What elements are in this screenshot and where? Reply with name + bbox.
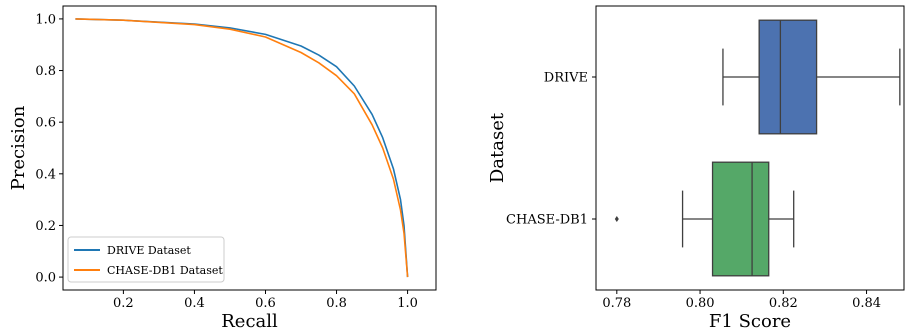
pr-plot-area (62, 5, 437, 291)
x-tick-label: 0.84 (852, 296, 881, 311)
pr-x-axis: 0.2 0.4 0.6 0.8 1.0 (113, 290, 418, 311)
legend-frame (67, 236, 225, 283)
y-tick-label: 1.0 (35, 12, 56, 27)
f1-y-axis: DRIVE CHASE-DB1 (506, 71, 596, 228)
x-tick-label: 0.8 (326, 296, 347, 311)
y-tick-label: 0.0 (35, 271, 56, 286)
y-tick-label: CHASE-DB1 (506, 213, 588, 228)
box-iqr (758, 19, 818, 135)
box-chase-db1 (614, 161, 795, 277)
x-tick-label: 0.2 (113, 296, 134, 311)
f1-x-axis: 0.78 0.80 0.82 0.84 (602, 290, 881, 311)
y-tick-label: DRIVE (544, 71, 588, 86)
f1-y-axis-title: Dataset (487, 112, 508, 183)
f1-plot-area (595, 5, 905, 291)
y-tick-label: 0.4 (35, 167, 56, 182)
y-tick-label: 0.2 (35, 219, 56, 234)
legend-label-drive: DRIVE Dataset (107, 244, 191, 257)
f1-boxes (614, 19, 901, 277)
legend-label-chase: CHASE-DB1 Dataset (107, 264, 223, 277)
outlier-point (614, 216, 619, 222)
pr-curve-series-1 (75, 18, 409, 278)
f1-boxplot-chart: 0.78 0.80 0.82 0.84 DRIVE CHASE-DB1 F1 Score… (487, 5, 905, 331)
pr-legend: DRIVE Dataset CHASE-DB1 Dataset (67, 236, 225, 283)
x-tick-label: 0.6 (255, 296, 276, 311)
x-tick-label: 0.82 (769, 296, 798, 311)
pr-y-axis: 0.0 0.2 0.4 0.6 0.8 1.0 (35, 12, 63, 286)
x-tick-label: 1.0 (397, 296, 418, 311)
pr-y-axis-title: Precision (8, 105, 29, 190)
f1-x-axis-title: F1 Score (709, 311, 791, 331)
y-tick-label: 0.6 (35, 116, 56, 131)
x-tick-label: 0.4 (184, 296, 205, 311)
y-tick-label: 0.8 (35, 64, 56, 79)
box-iqr (711, 161, 770, 277)
x-tick-label: 0.80 (686, 296, 715, 311)
pr-curves (75, 18, 409, 278)
box-drive (722, 19, 901, 135)
pr-x-axis-title: Recall (221, 311, 278, 331)
pr-curve-chart: 0.2 0.4 0.6 0.8 1.0 0.0 0.2 0.4 0.6 0.8 1.0 Recal… (8, 5, 437, 331)
x-tick-label: 0.78 (602, 296, 631, 311)
